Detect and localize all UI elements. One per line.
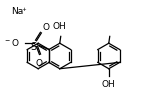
Text: Na: Na [11, 7, 23, 16]
Text: OH: OH [102, 81, 116, 89]
Text: +: + [22, 7, 26, 12]
Text: O: O [42, 23, 49, 32]
Text: S: S [30, 42, 36, 52]
Text: O: O [36, 59, 43, 68]
Text: OH: OH [53, 22, 67, 31]
Text: $^-$O: $^-$O [3, 37, 20, 48]
